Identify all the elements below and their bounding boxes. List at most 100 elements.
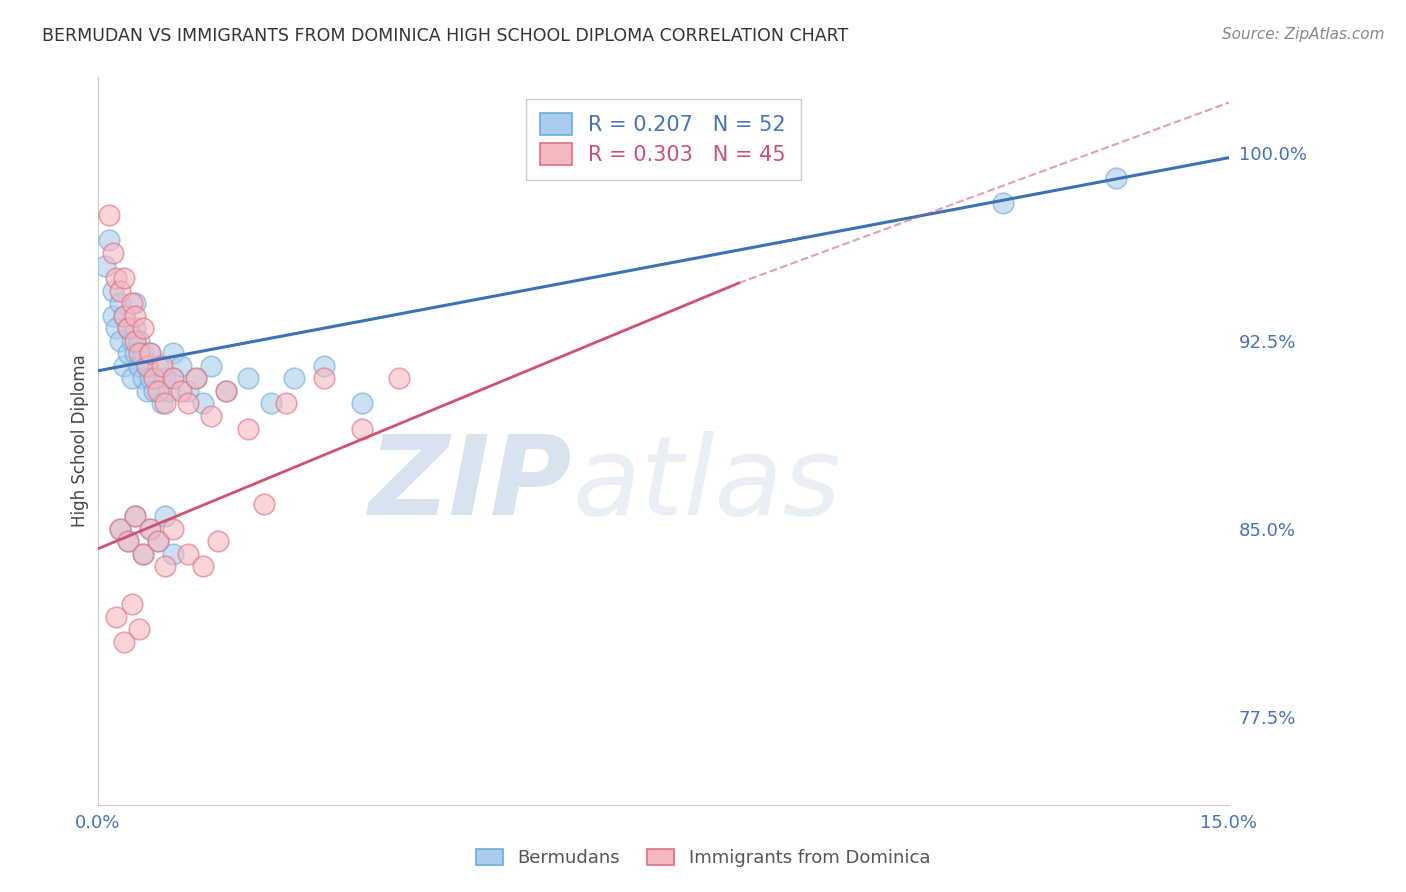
Point — [124, 334, 146, 348]
Point — [108, 522, 131, 536]
Point — [124, 509, 146, 524]
Point — [105, 271, 128, 285]
Point — [238, 421, 260, 435]
Text: Source: ZipAtlas.com: Source: ZipAtlas.com — [1222, 27, 1385, 42]
Point — [155, 396, 177, 410]
Point — [97, 234, 120, 248]
Point — [169, 359, 191, 373]
Point — [112, 309, 135, 323]
Point — [105, 321, 128, 335]
Point — [121, 296, 143, 310]
Point — [101, 284, 124, 298]
Point — [124, 309, 146, 323]
Point — [139, 522, 162, 536]
Point — [135, 359, 157, 373]
Point — [101, 309, 124, 323]
Point — [97, 208, 120, 222]
Point — [350, 396, 373, 410]
Point — [312, 359, 335, 373]
Point — [121, 334, 143, 348]
Point — [146, 384, 169, 398]
Point — [117, 346, 139, 360]
Point — [108, 284, 131, 298]
Point — [146, 359, 169, 373]
Point — [157, 384, 180, 398]
Point — [135, 384, 157, 398]
Point — [112, 359, 135, 373]
Point — [1105, 170, 1128, 185]
Point — [162, 547, 184, 561]
Point — [117, 321, 139, 335]
Point — [162, 371, 184, 385]
Point — [191, 396, 214, 410]
Point — [276, 396, 298, 410]
Point — [143, 371, 166, 385]
Point — [155, 509, 177, 524]
Point — [124, 296, 146, 310]
Point — [132, 371, 155, 385]
Point — [146, 534, 169, 549]
Point — [177, 547, 200, 561]
Point — [117, 534, 139, 549]
Point — [132, 547, 155, 561]
Point — [108, 522, 131, 536]
Point — [184, 371, 207, 385]
Point — [150, 359, 173, 373]
Point — [124, 509, 146, 524]
Point — [132, 321, 155, 335]
Point — [238, 371, 260, 385]
Point — [169, 384, 191, 398]
Point — [94, 259, 117, 273]
Point — [135, 359, 157, 373]
Point — [312, 371, 335, 385]
Point — [388, 371, 411, 385]
Point — [162, 371, 184, 385]
Point — [117, 534, 139, 549]
Point — [215, 384, 238, 398]
Point — [184, 371, 207, 385]
Point — [200, 409, 222, 423]
Point — [139, 522, 162, 536]
Legend: R = 0.207   N = 52, R = 0.303   N = 45: R = 0.207 N = 52, R = 0.303 N = 45 — [526, 99, 800, 179]
Point — [191, 559, 214, 574]
Point — [283, 371, 305, 385]
Point — [155, 371, 177, 385]
Point — [121, 371, 143, 385]
Point — [128, 622, 150, 636]
Point — [139, 346, 162, 360]
Point — [101, 246, 124, 260]
Point — [991, 195, 1014, 210]
Point — [260, 396, 283, 410]
Point — [112, 309, 135, 323]
Point — [121, 597, 143, 611]
Point — [108, 296, 131, 310]
Point — [177, 384, 200, 398]
Point — [155, 559, 177, 574]
Point — [139, 346, 162, 360]
Point — [124, 346, 146, 360]
Point — [215, 384, 238, 398]
Point — [143, 384, 166, 398]
Point — [207, 534, 229, 549]
Point — [117, 321, 139, 335]
Point — [150, 396, 173, 410]
Point — [105, 609, 128, 624]
Point — [350, 421, 373, 435]
Y-axis label: High School Diploma: High School Diploma — [72, 355, 89, 527]
Point — [132, 346, 155, 360]
Point — [200, 359, 222, 373]
Point — [128, 346, 150, 360]
Text: BERMUDAN VS IMMIGRANTS FROM DOMINICA HIGH SCHOOL DIPLOMA CORRELATION CHART: BERMUDAN VS IMMIGRANTS FROM DOMINICA HIG… — [42, 27, 848, 45]
Point — [112, 634, 135, 648]
Point — [128, 334, 150, 348]
Point — [162, 346, 184, 360]
Legend: Bermudans, Immigrants from Dominica: Bermudans, Immigrants from Dominica — [468, 841, 938, 874]
Text: atlas: atlas — [572, 431, 841, 538]
Point — [252, 497, 274, 511]
Text: ZIP: ZIP — [370, 431, 572, 538]
Point — [108, 334, 131, 348]
Point — [146, 534, 169, 549]
Point — [139, 371, 162, 385]
Point — [128, 359, 150, 373]
Point — [124, 321, 146, 335]
